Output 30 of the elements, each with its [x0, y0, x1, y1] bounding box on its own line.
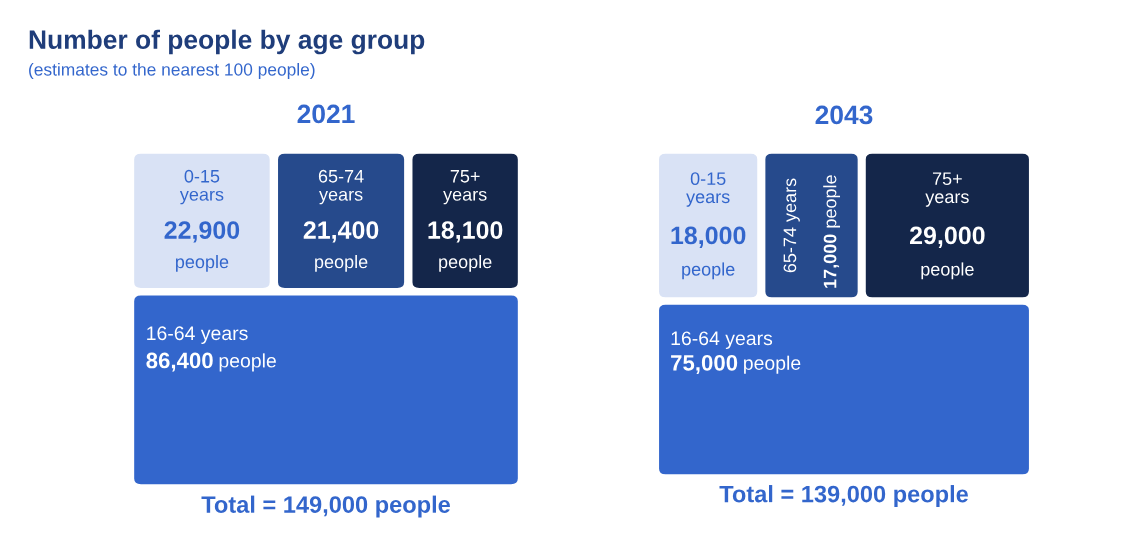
text: Total = 139,000 people: [719, 485, 968, 508]
text: (estimates to the nearest 100 people): [29, 62, 315, 80]
category-label: 75+ years: [443, 170, 487, 205]
category-label: 16-64 years: [671, 331, 773, 350]
text: people: [921, 262, 974, 280]
category-label: 65-74 years: [318, 169, 364, 205]
text: people: [682, 262, 735, 280]
data-label: 18,100: [428, 221, 503, 243]
text: 2021: [297, 104, 355, 124]
text: people: [823, 175, 841, 228]
category-label: 0-15 years: [686, 172, 730, 207]
data-label: 22,900: [164, 221, 240, 243]
text: people: [744, 355, 801, 374]
text: Number of people by age group: [29, 29, 425, 55]
data-label: 17,000: [823, 234, 840, 288]
data-label: 29,000: [910, 226, 985, 248]
data-label: 21,400: [303, 221, 379, 243]
text: people: [175, 254, 229, 272]
data-label: 18,000: [671, 226, 746, 248]
category-label: 16-64 years: [147, 326, 248, 344]
text: people: [315, 254, 368, 272]
text: 2043: [815, 105, 873, 125]
category-label: 75+ years: [925, 172, 969, 207]
text: people: [439, 254, 492, 272]
text: people: [219, 353, 276, 372]
category-label: 0-15 years: [179, 169, 224, 205]
category-label: 65-74 years: [783, 178, 800, 273]
data-label: 86,400: [146, 352, 213, 372]
text: Total = 149,000 people: [201, 495, 450, 518]
data-label: 75,000: [671, 354, 738, 374]
